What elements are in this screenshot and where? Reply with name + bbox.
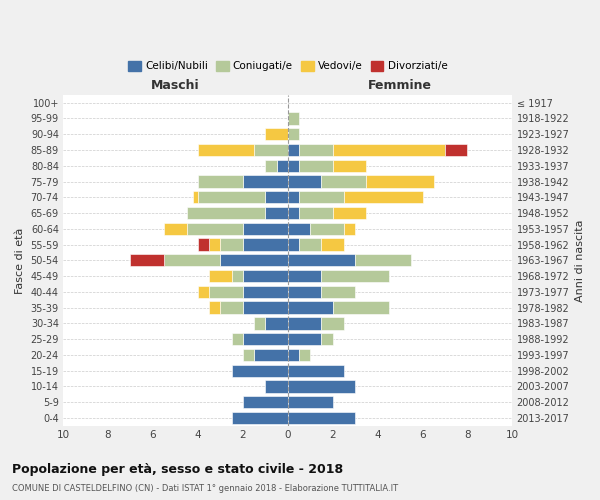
Bar	[265, 380, 288, 392]
Bar	[288, 176, 322, 188]
Bar	[209, 286, 243, 298]
Bar	[299, 238, 322, 250]
Bar	[265, 128, 288, 140]
Bar	[198, 176, 243, 188]
Bar	[288, 286, 322, 298]
Bar	[288, 412, 355, 424]
Bar	[164, 254, 220, 266]
Bar	[288, 349, 299, 361]
Bar	[243, 222, 288, 235]
Bar	[310, 222, 344, 235]
Bar	[265, 160, 277, 172]
Bar	[243, 302, 288, 314]
Bar	[254, 144, 288, 156]
Bar	[288, 270, 322, 282]
Bar	[265, 191, 288, 203]
Bar	[288, 191, 299, 203]
Bar	[288, 238, 299, 250]
Bar	[198, 286, 209, 298]
Bar	[322, 238, 344, 250]
Bar	[277, 160, 288, 172]
Bar	[164, 222, 187, 235]
Bar	[265, 317, 288, 330]
Bar	[299, 191, 344, 203]
Bar	[187, 222, 243, 235]
Bar	[232, 270, 243, 282]
Text: Femmine: Femmine	[368, 78, 432, 92]
Bar	[288, 207, 299, 219]
Bar	[445, 144, 467, 156]
Bar	[254, 349, 288, 361]
Bar	[243, 286, 288, 298]
Bar	[332, 302, 389, 314]
Bar	[288, 222, 310, 235]
Bar	[367, 176, 434, 188]
Bar	[243, 176, 288, 188]
Bar	[220, 254, 288, 266]
Bar	[332, 160, 367, 172]
Bar	[265, 207, 288, 219]
Bar	[288, 396, 332, 408]
Text: Popolazione per età, sesso e stato civile - 2018: Popolazione per età, sesso e stato civil…	[12, 462, 343, 475]
Bar	[232, 364, 288, 377]
Bar	[243, 238, 288, 250]
Bar	[288, 317, 322, 330]
Bar	[243, 333, 288, 345]
Bar	[322, 270, 389, 282]
Bar	[344, 191, 422, 203]
Bar	[344, 222, 355, 235]
Bar	[299, 160, 332, 172]
Bar	[299, 349, 310, 361]
Bar	[220, 302, 243, 314]
Bar	[187, 207, 265, 219]
Bar	[232, 412, 288, 424]
Bar	[254, 317, 265, 330]
Bar	[243, 349, 254, 361]
Text: Maschi: Maschi	[151, 78, 200, 92]
Bar	[322, 317, 344, 330]
Bar	[322, 176, 367, 188]
Bar	[209, 238, 220, 250]
Bar	[288, 333, 322, 345]
Bar	[288, 254, 355, 266]
Bar	[322, 286, 355, 298]
Y-axis label: Fasce di età: Fasce di età	[15, 227, 25, 294]
Bar	[243, 270, 288, 282]
Bar	[193, 191, 198, 203]
Bar	[209, 270, 232, 282]
Bar	[198, 238, 209, 250]
Bar	[332, 207, 367, 219]
Bar	[355, 254, 412, 266]
Bar	[198, 144, 254, 156]
Bar	[299, 207, 332, 219]
Bar	[288, 364, 344, 377]
Bar	[198, 191, 265, 203]
Text: COMUNE DI CASTELDELFINO (CN) - Dati ISTAT 1° gennaio 2018 - Elaborazione TUTTITA: COMUNE DI CASTELDELFINO (CN) - Dati ISTA…	[12, 484, 398, 493]
Bar	[322, 333, 332, 345]
Y-axis label: Anni di nascita: Anni di nascita	[575, 219, 585, 302]
Bar	[332, 144, 445, 156]
Bar	[288, 302, 332, 314]
Bar	[130, 254, 164, 266]
Bar	[232, 333, 243, 345]
Bar	[220, 238, 243, 250]
Bar	[288, 160, 299, 172]
Legend: Celibi/Nubili, Coniugati/e, Vedovi/e, Divorziati/e: Celibi/Nubili, Coniugati/e, Vedovi/e, Di…	[124, 57, 451, 76]
Bar	[288, 380, 355, 392]
Bar	[209, 302, 220, 314]
Bar	[288, 112, 299, 124]
Bar	[288, 144, 299, 156]
Bar	[299, 144, 332, 156]
Bar	[288, 128, 299, 140]
Bar	[243, 396, 288, 408]
